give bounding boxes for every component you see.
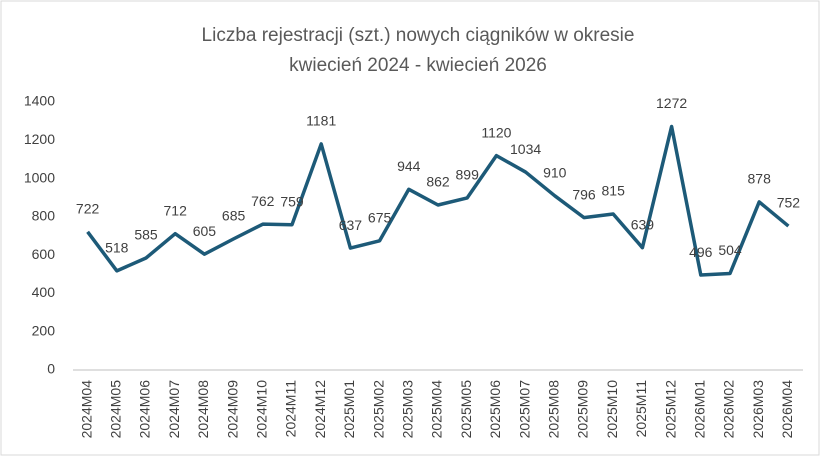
data-label: 585	[134, 227, 158, 243]
data-label: 675	[368, 209, 392, 225]
y-tick-label: 0	[47, 361, 55, 377]
x-tick-label: 2024M08	[195, 380, 211, 439]
chart-title: kwiecień 2024 - kwiecień 2026	[289, 55, 547, 76]
y-tick-label: 1400	[24, 93, 55, 109]
data-label: 685	[222, 208, 246, 224]
y-tick-label: 600	[32, 246, 56, 262]
x-tick-label: 2025M10	[604, 380, 620, 439]
data-label: 796	[572, 186, 596, 202]
data-label: 762	[251, 193, 275, 209]
x-tick-label: 2024M12	[312, 380, 328, 439]
x-tick-label: 2025M05	[458, 380, 474, 439]
x-tick-label: 2025M12	[662, 380, 678, 439]
x-tick-label: 2025M01	[341, 380, 357, 439]
x-tick-label: 2026M03	[750, 380, 766, 439]
y-tick-label: 800	[32, 208, 56, 224]
data-label: 722	[76, 200, 100, 216]
data-label: 752	[777, 195, 801, 211]
data-label: 910	[543, 165, 567, 181]
x-tick-label: 2024M05	[108, 380, 124, 439]
x-tick-label: 2024M07	[166, 380, 182, 439]
x-tick-label: 2024M11	[283, 380, 299, 438]
y-tick-label: 200	[32, 322, 56, 338]
x-tick-label: 2026M01	[692, 380, 708, 439]
data-label: 1272	[656, 95, 687, 111]
y-tick-label: 400	[32, 284, 56, 300]
data-label: 899	[456, 167, 480, 183]
x-tick-label: 2026M04	[779, 380, 795, 439]
data-label: 1181	[306, 113, 336, 129]
data-label: 1120	[481, 124, 511, 140]
data-label: 504	[718, 242, 742, 258]
data-label: 639	[631, 216, 655, 232]
x-tick-label: 2025M02	[370, 380, 386, 439]
x-tick-label: 2024M04	[78, 380, 94, 439]
data-label: 878	[748, 171, 772, 187]
x-tick-label: 2025M06	[487, 380, 503, 439]
chart-title: Liczba rejestracji (szt.) nowych ciągnik…	[202, 25, 635, 46]
data-label: 759	[280, 193, 304, 209]
x-tick-label: 2024M09	[224, 380, 240, 439]
x-tick-label: 2025M11	[633, 380, 649, 438]
data-label: 1034	[510, 141, 541, 157]
x-tick-label: 2024M10	[254, 380, 270, 439]
data-label: 496	[689, 244, 713, 260]
data-label: 605	[193, 223, 217, 239]
x-tick-label: 2026M02	[721, 380, 737, 439]
y-tick-label: 1000	[24, 169, 55, 185]
data-label: 862	[426, 174, 450, 190]
x-tick-label: 2025M07	[516, 380, 532, 439]
data-label: 815	[602, 183, 626, 199]
x-tick-label: 2024M06	[137, 380, 153, 439]
data-label: 944	[397, 158, 421, 174]
data-label: 637	[339, 217, 363, 233]
y-tick-label: 1200	[24, 131, 55, 147]
x-tick-label: 2025M09	[575, 380, 591, 439]
x-tick-label: 2025M03	[400, 380, 416, 439]
x-tick-label: 2025M04	[429, 380, 445, 439]
x-tick-label: 2025M08	[546, 380, 562, 439]
data-line	[86, 124, 790, 277]
data-label: 712	[164, 202, 188, 218]
data-label: 518	[105, 240, 129, 256]
